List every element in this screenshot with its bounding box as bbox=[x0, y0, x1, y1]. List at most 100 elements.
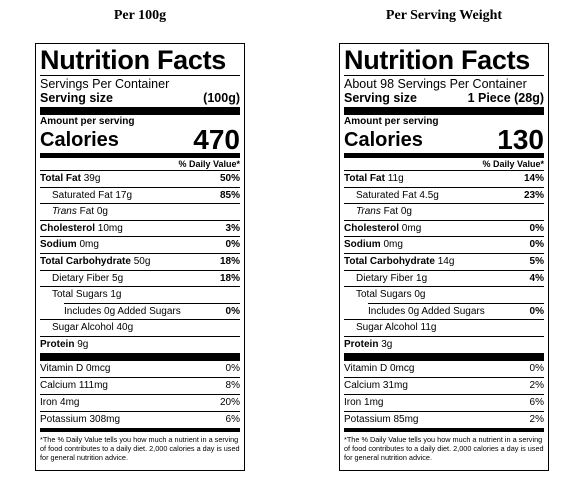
nutrient-name: Dietary Fiber bbox=[356, 272, 414, 284]
divider-medium bbox=[344, 427, 544, 432]
nutrient-name: Protein bbox=[40, 338, 75, 350]
divider-medium bbox=[40, 427, 240, 432]
divider-thick bbox=[40, 352, 240, 361]
added-sugars-row: Includes 0g Added Sugars 0% bbox=[40, 304, 240, 321]
daily-value-header: % Daily Value* bbox=[40, 158, 240, 171]
dietary-fiber-row: Dietary Fiber 5g 18% bbox=[40, 271, 240, 288]
nutrient-amount: 0mg bbox=[383, 239, 403, 251]
nutrient-name: Total Carbohydrate bbox=[344, 255, 435, 267]
nutrient-dv: 2% bbox=[529, 379, 544, 391]
serving-size-row: Serving size 1 Piece (28g) bbox=[344, 91, 544, 106]
nutrition-label-per-100g: Nutrition Facts Servings Per Container S… bbox=[35, 43, 245, 471]
total-carbohydrate-row: Total Carbohydrate 50g 18% bbox=[40, 254, 240, 271]
calories-label: Calories bbox=[344, 129, 423, 151]
sodium-row: Sodium 0mg 0% bbox=[344, 237, 544, 254]
nutrient-amount: 11g bbox=[420, 322, 437, 334]
nutrient-name: Total Sugars bbox=[356, 289, 412, 301]
nutrient-dv: 20% bbox=[219, 396, 240, 408]
calories-row: Calories 470 bbox=[40, 124, 240, 155]
trans-fat-row: Trans Fat 0g bbox=[40, 204, 240, 221]
trans-fat-row: Trans Fat 0g bbox=[344, 204, 544, 221]
nutrient-name: Calcium 31mg bbox=[344, 379, 408, 391]
divider-thin bbox=[368, 302, 544, 304]
nutrient-amount: 1g bbox=[416, 272, 428, 284]
serving-size-label: Serving size bbox=[40, 91, 113, 105]
nutrient-dv: 8% bbox=[225, 379, 240, 391]
nutrient-name: Total Fat bbox=[40, 173, 81, 184]
nutrient-amount: 5g bbox=[112, 272, 124, 284]
serving-size-value: (100g) bbox=[203, 91, 240, 105]
calories-value: 130 bbox=[497, 124, 544, 155]
total-sugars-row: Total Sugars 0g bbox=[344, 287, 544, 303]
saturated-fat-row: Saturated Fat 17g 85% bbox=[40, 188, 240, 205]
per-serving-heading: Per Serving Weight bbox=[385, 8, 503, 23]
nutrient-dv: 0% bbox=[529, 239, 544, 251]
protein-row: Protein 3g bbox=[344, 337, 544, 353]
nutrient-name: Total Sugars bbox=[52, 289, 108, 301]
total-fat-row: Total Fat 39g 50% bbox=[40, 171, 240, 188]
nutrient-dv: 85% bbox=[219, 189, 240, 201]
nutrient-dv: 6% bbox=[529, 396, 544, 408]
dietary-fiber-row: Dietary Fiber 1g 4% bbox=[344, 271, 544, 288]
total-sugars-row: Total Sugars 1g bbox=[40, 287, 240, 303]
nutrient-dv: 6% bbox=[225, 413, 240, 425]
nutrient-name: Vitamin D 0mcg bbox=[40, 362, 111, 374]
nutrition-label-per-serving: Nutrition Facts About 98 Servings Per Co… bbox=[339, 43, 549, 471]
sodium-row: Sodium 0mg 0% bbox=[40, 237, 240, 254]
nutrient-dv: 0% bbox=[225, 362, 240, 374]
daily-value-footnote: *The % Daily Value tells you how much a … bbox=[40, 434, 240, 462]
nutrient-dv: 18% bbox=[219, 272, 240, 284]
protein-row: Protein 9g bbox=[40, 337, 240, 353]
nutrient-dv: 5% bbox=[529, 255, 544, 267]
nutrient-name: Dietary Fiber bbox=[52, 272, 110, 284]
iron-row: Iron 1mg 6% bbox=[344, 395, 544, 412]
nutrient-name: Includes 0g Added Sugars bbox=[64, 305, 181, 317]
divider-thin bbox=[64, 302, 240, 304]
nutrient-name: Iron 1mg bbox=[344, 396, 384, 408]
cholesterol-row: Cholesterol 10mg 3% bbox=[40, 221, 240, 238]
nutrient-name: Sodium bbox=[344, 239, 381, 251]
nutrient-dv: 0% bbox=[529, 362, 544, 374]
iron-row: Iron 4mg 20% bbox=[40, 395, 240, 412]
potassium-row: Potassium 85mg 2% bbox=[344, 412, 544, 428]
potassium-row: Potassium 308mg 6% bbox=[40, 412, 240, 428]
nutrient-amount: Fat 0g bbox=[79, 206, 108, 218]
divider-medium bbox=[344, 153, 544, 158]
nutrient-dv: 0% bbox=[529, 305, 544, 317]
calories-row: Calories 130 bbox=[344, 124, 544, 155]
nutrient-name: Vitamin D 0mcg bbox=[344, 362, 415, 374]
nutrient-dv: 0% bbox=[225, 305, 240, 317]
vitamin-d-row: Vitamin D 0mcg 0% bbox=[344, 361, 544, 378]
nutrient-amount: 40g bbox=[116, 322, 134, 334]
nutrient-dv: 2% bbox=[529, 413, 544, 425]
nutrient-name: Total Fat bbox=[344, 173, 385, 184]
nutrient-amount: 0mg bbox=[79, 239, 99, 251]
calories-value: 470 bbox=[193, 124, 240, 155]
divider-medium bbox=[40, 153, 240, 158]
nutrient-amount: 11g bbox=[387, 173, 404, 184]
vitamin-d-row: Vitamin D 0mcg 0% bbox=[40, 361, 240, 378]
amount-per-serving: Amount per serving bbox=[40, 116, 135, 127]
nutrient-name: Saturated Fat bbox=[356, 189, 417, 201]
nutrient-amount: 0mg bbox=[401, 222, 422, 234]
calories-label: Calories bbox=[40, 129, 119, 151]
nutrient-amount: Fat 0g bbox=[383, 206, 412, 218]
nutrient-amount: 0g bbox=[414, 289, 426, 301]
amount-per-serving: Amount per serving bbox=[344, 116, 439, 127]
nutrient-name: Saturated Fat bbox=[52, 189, 113, 201]
nutrient-amount: 39g bbox=[83, 173, 101, 184]
nutrient-amount: 9g bbox=[77, 338, 89, 350]
nutrient-amount: 1g bbox=[110, 289, 122, 301]
nutrient-name: Trans bbox=[356, 206, 381, 218]
cholesterol-row: Cholesterol 0mg 0% bbox=[344, 221, 544, 238]
nutrient-amount: 3g bbox=[381, 338, 393, 350]
nutrient-dv: 0% bbox=[225, 239, 240, 251]
nutrient-name: Potassium 85mg bbox=[344, 413, 419, 425]
nutrient-name: Potassium 308mg bbox=[40, 413, 121, 425]
nutrient-amount: 17g bbox=[115, 189, 133, 201]
nutrient-dv: 14% bbox=[523, 173, 544, 184]
divider-thick bbox=[344, 352, 544, 361]
nutrient-name: Cholesterol bbox=[344, 222, 400, 234]
nutrient-name: Iron 4mg bbox=[40, 396, 80, 408]
daily-value-footnote: *The % Daily Value tells you how much a … bbox=[344, 434, 544, 462]
